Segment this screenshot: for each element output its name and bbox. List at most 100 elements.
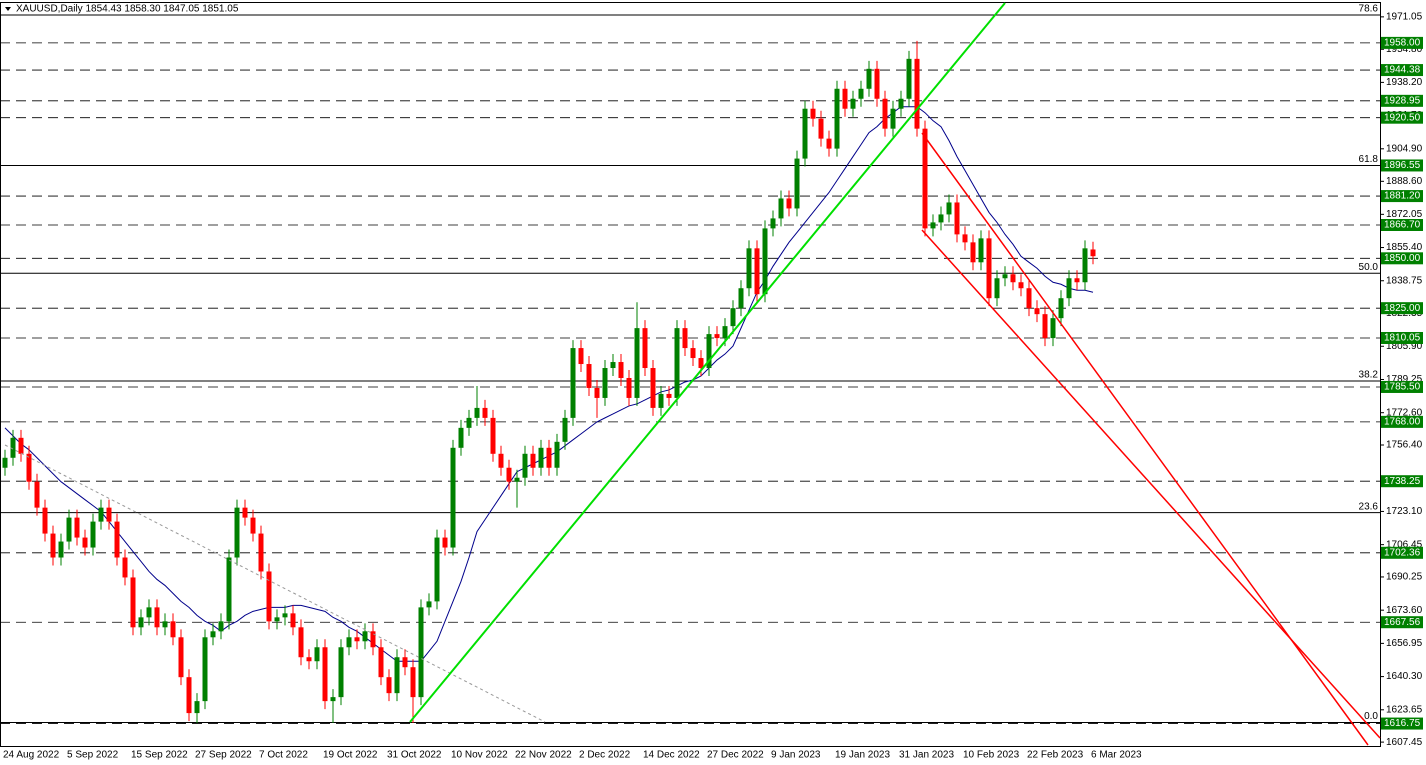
y-tick-label: 1872.05 (1386, 209, 1423, 220)
candle-body (778, 198, 784, 219)
candle-body (1026, 288, 1032, 309)
candle-body (938, 214, 944, 223)
menu-arrow (5, 7, 11, 11)
x-tick-label: 14 Dec 2022 (643, 750, 700, 761)
level-label: 1920.50 (1384, 112, 1421, 123)
candle-body (42, 507, 48, 534)
candle-body (1082, 248, 1088, 283)
channel-line (921, 229, 1381, 739)
candle-body (794, 158, 800, 209)
candle-body (58, 541, 64, 558)
level-label: 1850.00 (1384, 253, 1421, 264)
fib-label: 23.6 (1359, 501, 1379, 512)
candle-body (402, 657, 408, 668)
candle-body (82, 537, 88, 548)
candle-body (426, 601, 432, 608)
y-tick-label: 1706.45 (1386, 539, 1423, 550)
candle-body (114, 521, 120, 558)
candle-body (282, 613, 288, 618)
candle-body (762, 228, 768, 295)
candle-body (330, 697, 336, 702)
candle-body (186, 677, 192, 714)
candle-body (146, 607, 152, 618)
level-label: 1810.05 (1384, 333, 1421, 344)
x-tick-label: 2 Dec 2022 (579, 750, 631, 761)
candle-body (34, 481, 40, 508)
candle-body (306, 657, 312, 662)
dotted-trendline (4, 444, 546, 723)
y-tick-label: 1888.60 (1386, 176, 1423, 187)
candle-body (474, 407, 480, 418)
level-label: 1768.00 (1384, 417, 1421, 428)
candle-body (490, 417, 496, 454)
level-label: 1785.50 (1384, 382, 1421, 393)
level-label-box (1381, 94, 1423, 107)
candle-body (346, 637, 352, 648)
candle-body (898, 98, 904, 109)
candle-body (698, 358, 704, 369)
candle-body (866, 68, 872, 89)
candle-body (418, 607, 424, 698)
candle-body (978, 238, 984, 263)
level-label: 1702.36 (1384, 547, 1421, 558)
candle-body (1042, 314, 1048, 339)
level-label-box (1381, 546, 1423, 559)
candle-body (234, 507, 240, 558)
candle-body (1034, 308, 1040, 315)
candle-body (930, 222, 936, 229)
candle-body (130, 577, 136, 628)
candle-body (570, 348, 576, 418)
candle-body (290, 613, 296, 628)
candle-body (682, 328, 688, 349)
x-tick-label: 24 Aug 2022 (3, 750, 60, 761)
y-tick-label: 1855.40 (1386, 242, 1423, 253)
level-label: 1928.95 (1384, 95, 1421, 106)
candle-body (522, 453, 528, 478)
candle-body (226, 557, 232, 622)
level-label-box (1381, 717, 1423, 730)
candle-body (314, 647, 320, 662)
candle-body (1010, 274, 1016, 283)
candle-body (362, 631, 368, 642)
level-label-box (1381, 111, 1423, 124)
candle-body (874, 68, 880, 99)
level-label: 1667.56 (1384, 617, 1421, 628)
y-tick-label: 1623.65 (1386, 704, 1423, 715)
candle-body (498, 453, 504, 468)
level-label: 1958.00 (1384, 38, 1421, 49)
candle-body (970, 242, 976, 263)
candle-body (386, 677, 392, 694)
y-tick-label: 1789.25 (1386, 374, 1423, 385)
candle-body (722, 326, 728, 339)
candle-body (578, 348, 584, 365)
candle-body (850, 98, 856, 109)
y-tick-label: 1656.95 (1386, 638, 1423, 649)
y-tick-label: 1607.45 (1386, 737, 1423, 748)
candle-body (218, 621, 224, 632)
candle-body (1090, 249, 1096, 257)
level-label: 1881.20 (1384, 191, 1421, 202)
x-tick-label: 6 Mar 2023 (1091, 750, 1142, 761)
candle-body (922, 128, 928, 229)
level-label-box (1381, 302, 1423, 315)
y-tick-label: 1838.75 (1386, 275, 1423, 286)
candle-body (674, 328, 680, 398)
level-label-box (1381, 190, 1423, 203)
x-tick-label: 31 Jan 2023 (899, 750, 954, 761)
candle-body (66, 517, 72, 542)
candle-body (162, 621, 168, 628)
candle-body (242, 507, 248, 518)
y-tick-label: 1938.20 (1386, 77, 1423, 88)
level-label-box (1381, 159, 1423, 172)
fib-label: 78.6 (1359, 4, 1379, 15)
y-tick-label: 1673.60 (1386, 605, 1423, 616)
candle-body (658, 393, 664, 408)
candle-body (18, 437, 24, 454)
x-tick-label: 22 Feb 2023 (1027, 750, 1084, 761)
candle-body (906, 58, 912, 99)
candle-body (826, 138, 832, 149)
candle-body (530, 453, 536, 468)
plot-frame (0, 2, 1381, 747)
candle-body (138, 617, 144, 628)
level-label-box (1381, 415, 1423, 428)
